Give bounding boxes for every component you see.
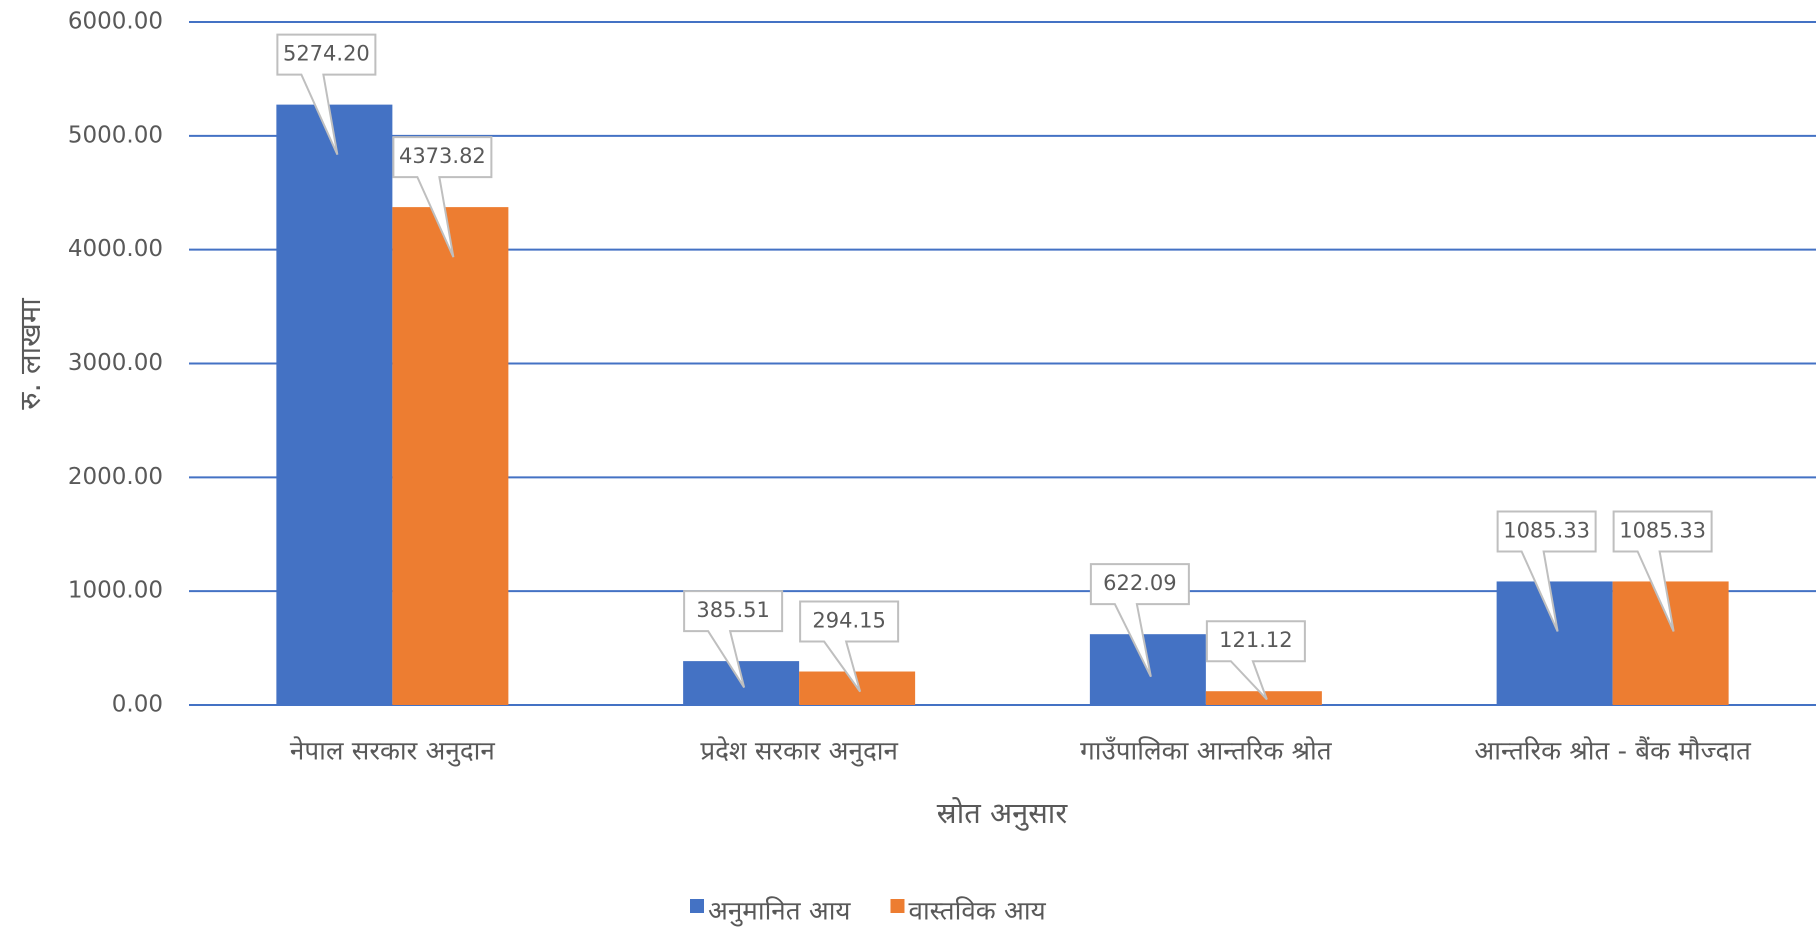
x-axis-title: स्रोत अनुसार	[937, 796, 1069, 831]
x-tick-label: नेपाल सरकार अनुदान	[290, 736, 495, 767]
y-tick-label: 3000.00	[68, 350, 163, 376]
x-tick-label: प्रदेश सरकार अनुदान	[700, 736, 898, 767]
callout	[1089, 563, 1190, 678]
callout	[1612, 510, 1713, 632]
bar	[276, 104, 393, 705]
data-label: 294.15	[812, 609, 885, 633]
callout	[799, 600, 900, 693]
data-label: 622.09	[1103, 571, 1176, 595]
x-tick-label: आन्तरिक श्रोत - बैंक मौज्दात	[1474, 736, 1752, 767]
callout	[276, 33, 377, 156]
y-tick-label: 0.00	[112, 692, 163, 718]
callout	[1205, 620, 1306, 701]
legend-label: वास्तविक आय	[908, 896, 1046, 927]
callout	[1496, 510, 1597, 632]
bar	[392, 207, 509, 705]
data-label: 121.12	[1219, 628, 1292, 652]
bar	[1205, 691, 1322, 705]
y-tick-label: 4000.00	[68, 236, 163, 262]
y-tick-label: 1000.00	[68, 578, 163, 604]
y-tick-label: 5000.00	[68, 122, 163, 148]
y-axis-title: रु. लाखमा	[13, 298, 47, 410]
y-tick-label: 6000.00	[68, 9, 163, 35]
legend-swatch	[890, 899, 905, 913]
data-label: 385.51	[696, 598, 769, 622]
legend-swatch	[690, 899, 704, 913]
data-label: 1085.33	[1503, 518, 1590, 542]
bar	[1496, 581, 1613, 705]
callout	[683, 590, 784, 688]
data-label: 5274.20	[283, 42, 370, 66]
data-label: 1085.33	[1619, 518, 1706, 542]
data-label: 4373.82	[399, 144, 486, 168]
callout	[392, 136, 493, 258]
bar	[1612, 581, 1729, 705]
y-tick-label: 2000.00	[68, 464, 163, 490]
legend-label: अनुमानित आय	[708, 896, 851, 927]
x-tick-label: गाउँपालिका आन्तरिक श्रोत	[1080, 736, 1333, 767]
